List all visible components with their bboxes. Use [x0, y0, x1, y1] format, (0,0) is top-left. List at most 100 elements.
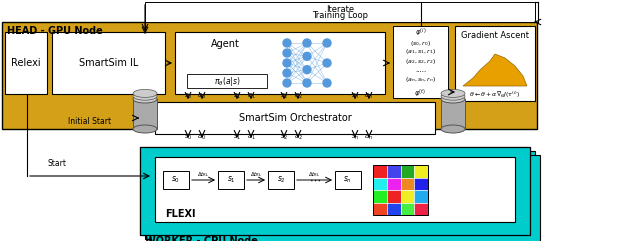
Text: FLEXI: FLEXI	[165, 209, 195, 219]
Bar	[387, 202, 401, 215]
Circle shape	[303, 79, 311, 87]
Text: $\Delta t_{RL}$: $\Delta t_{RL}$	[197, 171, 210, 180]
Text: HEAD - GPU Node: HEAD - GPU Node	[7, 26, 103, 36]
Circle shape	[303, 39, 311, 47]
Text: $a_2$: $a_2$	[294, 132, 303, 142]
Bar	[387, 190, 401, 202]
Text: $a_n$: $a_n$	[364, 91, 374, 100]
Bar	[335, 171, 361, 189]
Bar	[145, 2, 535, 22]
Circle shape	[283, 49, 291, 57]
Text: $s_2$: $s_2$	[280, 91, 288, 100]
Bar	[441, 99, 465, 129]
Text: $a_0$: $a_0$	[197, 91, 207, 100]
Bar	[414, 202, 428, 215]
Text: $\varphi^{(i)}$: $\varphi^{(i)}$	[415, 27, 426, 39]
Bar	[175, 32, 385, 94]
Text: $a_1$: $a_1$	[246, 132, 255, 142]
Circle shape	[303, 52, 311, 60]
Bar	[414, 178, 428, 190]
Bar	[155, 157, 515, 222]
Text: $\Delta t_{RL}$: $\Delta t_{RL}$	[308, 171, 321, 180]
Ellipse shape	[441, 125, 465, 133]
Bar	[401, 165, 414, 178]
Bar	[155, 102, 435, 134]
Bar	[387, 178, 401, 190]
Bar	[373, 202, 387, 215]
Bar	[140, 147, 530, 235]
Bar	[373, 165, 428, 215]
Text: $s_1$: $s_1$	[227, 175, 236, 185]
Bar	[414, 165, 428, 178]
Circle shape	[283, 59, 291, 67]
Bar	[401, 202, 414, 215]
Bar	[373, 165, 387, 178]
Circle shape	[283, 39, 291, 47]
Bar	[373, 190, 387, 202]
Ellipse shape	[441, 89, 465, 97]
Bar	[414, 190, 428, 202]
Circle shape	[323, 39, 331, 47]
Text: Relexi: Relexi	[11, 58, 41, 68]
Bar	[163, 171, 189, 189]
Bar	[373, 178, 387, 190]
Text: SmartSim Orchestrator: SmartSim Orchestrator	[239, 113, 351, 123]
Text: $\varphi^{(t)}$: $\varphi^{(t)}$	[414, 87, 427, 99]
Bar	[150, 155, 540, 241]
Text: .....: .....	[415, 67, 426, 73]
Bar	[393, 26, 448, 98]
Text: $s_0$: $s_0$	[172, 175, 180, 185]
Text: $\pi_\theta(a|s)$: $\pi_\theta(a|s)$	[214, 74, 240, 87]
Text: Initial Start: Initial Start	[68, 116, 111, 126]
Text: $(a_n, s_n, r_n)$: $(a_n, s_n, r_n)$	[405, 75, 436, 85]
Bar	[401, 178, 414, 190]
Bar	[401, 190, 414, 202]
Text: Training Loop: Training Loop	[312, 12, 368, 20]
Ellipse shape	[133, 95, 157, 103]
Bar	[268, 171, 294, 189]
Text: $(s_0, r_0)$: $(s_0, r_0)$	[410, 39, 431, 47]
Polygon shape	[463, 54, 527, 86]
Circle shape	[323, 79, 331, 87]
Ellipse shape	[133, 92, 157, 100]
Text: $\theta\leftarrow\theta+\alpha\nabla_\theta J(\tau^{(i)})$: $\theta\leftarrow\theta+\alpha\nabla_\th…	[470, 90, 520, 100]
Text: $a_n$: $a_n$	[364, 132, 374, 142]
Bar	[52, 32, 165, 94]
Text: $s_0$: $s_0$	[184, 91, 192, 100]
Circle shape	[303, 66, 311, 74]
Text: $\cdots$: $\cdots$	[308, 175, 321, 185]
Bar	[5, 32, 47, 94]
Bar	[218, 171, 244, 189]
Text: Start: Start	[48, 160, 67, 168]
Text: $a_0$: $a_0$	[197, 132, 207, 142]
Text: $\Delta t_{RL}$: $\Delta t_{RL}$	[250, 171, 262, 180]
Text: $s_0$: $s_0$	[184, 132, 192, 142]
Text: $(a_2, s_2, r_2)$: $(a_2, s_2, r_2)$	[405, 56, 436, 66]
Text: $s_1$: $s_1$	[233, 91, 241, 100]
Ellipse shape	[133, 125, 157, 133]
Circle shape	[283, 69, 291, 77]
Text: Gradient Ascent: Gradient Ascent	[461, 32, 529, 40]
Ellipse shape	[441, 92, 465, 100]
Text: $s_n$: $s_n$	[351, 91, 359, 100]
Text: WORKER - CPU Node: WORKER - CPU Node	[145, 236, 258, 241]
Text: $s_2$: $s_2$	[276, 175, 285, 185]
Text: $(a_1, s_1, r_1)$: $(a_1, s_1, r_1)$	[405, 47, 436, 56]
Ellipse shape	[133, 89, 157, 97]
Circle shape	[283, 79, 291, 87]
Bar	[187, 74, 267, 88]
Text: $a_1$: $a_1$	[246, 91, 255, 100]
Text: $s_1$: $s_1$	[233, 132, 241, 142]
Text: $s_n$: $s_n$	[344, 175, 353, 185]
Ellipse shape	[441, 95, 465, 103]
Bar	[140, 147, 530, 235]
Text: SmartSim IL: SmartSim IL	[79, 58, 138, 68]
Text: Agent: Agent	[211, 39, 239, 49]
Bar	[2, 22, 537, 129]
Text: $a_2$: $a_2$	[294, 91, 303, 100]
Bar	[145, 151, 535, 239]
Bar	[133, 99, 157, 129]
Text: Iterate: Iterate	[326, 5, 354, 13]
Text: $s_2$: $s_2$	[280, 132, 288, 142]
Bar	[455, 26, 535, 101]
